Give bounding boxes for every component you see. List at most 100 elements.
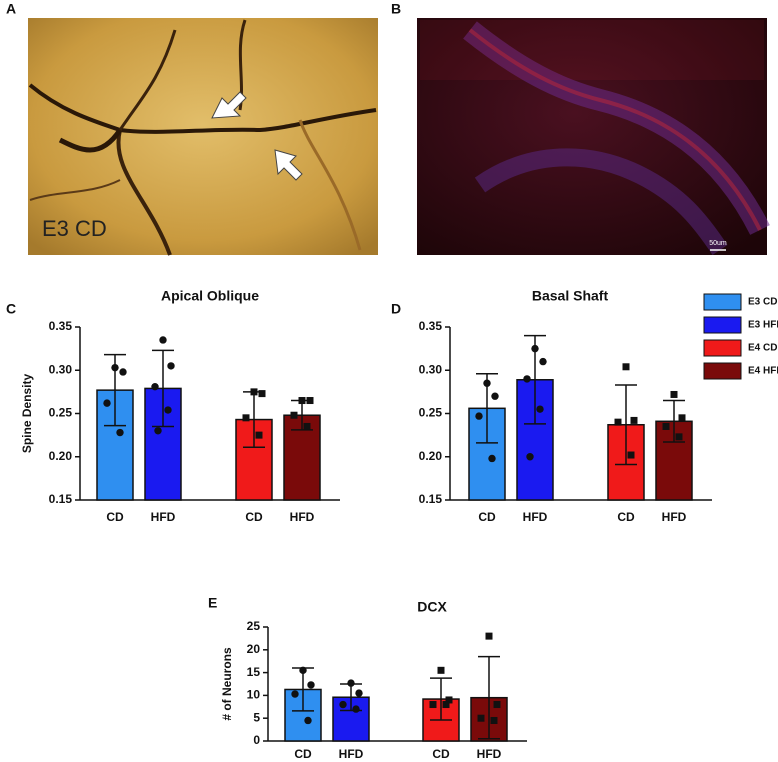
y-tick-label: 0.30 — [419, 362, 443, 376]
chart-title: Basal Shaft — [532, 288, 609, 304]
error-bar — [615, 384, 637, 466]
data-point — [536, 405, 544, 413]
data-point — [614, 418, 622, 426]
error-bar — [152, 349, 174, 428]
error-bar — [478, 655, 500, 740]
panel-label: E — [208, 595, 217, 611]
legend-swatch — [703, 316, 742, 334]
x-tick-label: HFD — [477, 747, 502, 761]
y-tick-label: 5 — [253, 710, 260, 724]
data-point — [151, 382, 159, 391]
data-point — [539, 357, 547, 366]
data-point — [290, 411, 298, 419]
data-point — [485, 632, 493, 640]
x-tick-label: CD — [432, 747, 450, 761]
data-point — [255, 431, 263, 439]
scale-bar-label: 50um — [709, 240, 727, 247]
legend-swatch — [703, 339, 742, 357]
x-tick-label: CD — [294, 747, 312, 761]
legend-label: E3 HFD — [748, 320, 778, 331]
data-point — [675, 433, 683, 441]
data-point — [339, 700, 347, 709]
data-point — [167, 362, 175, 370]
image-caption: E3 CD — [42, 216, 107, 241]
data-point — [304, 716, 312, 725]
y-tick-label: 0.35 — [49, 319, 73, 333]
image-a: E3 CD — [28, 18, 378, 256]
data-point — [159, 336, 167, 344]
y-tick-label: 10 — [247, 688, 261, 702]
data-point — [491, 392, 499, 400]
data-point — [298, 397, 306, 405]
y-tick-label: 0.25 — [419, 406, 443, 420]
data-point — [442, 701, 450, 709]
y-tick-label: 15 — [247, 665, 261, 679]
y-tick-label: 0.35 — [419, 319, 443, 333]
x-tick-label: CD — [245, 510, 263, 524]
data-point — [307, 681, 315, 689]
y-tick-label: 0.30 — [49, 362, 73, 376]
data-point — [258, 390, 266, 398]
y-tick-label: 0.15 — [49, 492, 73, 506]
data-point — [488, 454, 496, 463]
data-point — [242, 414, 250, 422]
data-point — [352, 705, 360, 713]
data-point — [303, 422, 311, 430]
data-point — [477, 714, 485, 722]
x-tick-label: CD — [106, 510, 124, 524]
x-tick-label: HFD — [339, 747, 364, 761]
y-tick-label: 0.15 — [419, 492, 443, 506]
y-tick-label: 0 — [253, 733, 260, 747]
x-tick-label: HFD — [662, 510, 687, 524]
y-tick-label: 25 — [247, 619, 261, 633]
data-point — [678, 414, 686, 422]
legend-swatch — [703, 293, 742, 311]
data-point — [445, 696, 453, 704]
x-tick-label: CD — [617, 510, 635, 524]
chart-title: Apical Oblique — [161, 288, 259, 304]
data-point — [523, 375, 531, 383]
data-point — [670, 390, 678, 398]
data-point — [531, 344, 539, 353]
data-point — [299, 666, 307, 675]
data-point — [347, 679, 355, 687]
y-axis-label: Spine Density — [20, 374, 34, 454]
data-point — [250, 388, 258, 396]
data-point — [355, 689, 363, 697]
x-tick-label: HFD — [151, 510, 176, 524]
data-point — [662, 422, 670, 430]
legend-label: E4 CD — [748, 343, 777, 354]
panel-label: C — [6, 301, 16, 317]
data-point — [475, 412, 483, 420]
data-point — [306, 397, 314, 405]
data-point — [630, 416, 638, 424]
data-point — [429, 701, 437, 709]
chart-title: DCX — [417, 599, 447, 615]
image-b: 50um — [417, 18, 770, 255]
data-point — [119, 368, 127, 376]
data-point — [437, 666, 445, 674]
data-point — [490, 716, 498, 724]
panel-label: B — [391, 1, 401, 17]
legend-label: E4 HFD — [748, 366, 778, 377]
panel-label: A — [6, 1, 16, 17]
error-bar — [663, 399, 685, 443]
x-tick-label: HFD — [290, 510, 315, 524]
y-tick-label: 0.20 — [49, 449, 73, 463]
data-point — [154, 427, 162, 435]
legend-label: E3 CD — [748, 297, 777, 308]
y-tick-label: 20 — [247, 642, 261, 656]
data-point — [483, 379, 491, 387]
y-axis-label: # of Neurons — [220, 647, 234, 721]
data-point — [164, 406, 172, 414]
error-bar — [430, 677, 452, 721]
data-point — [493, 701, 501, 709]
data-point — [526, 453, 534, 461]
data-point — [622, 363, 630, 371]
x-tick-label: CD — [478, 510, 496, 524]
data-point — [627, 451, 635, 459]
data-point — [116, 428, 124, 437]
x-tick-label: HFD — [523, 510, 548, 524]
data-point — [291, 690, 299, 698]
